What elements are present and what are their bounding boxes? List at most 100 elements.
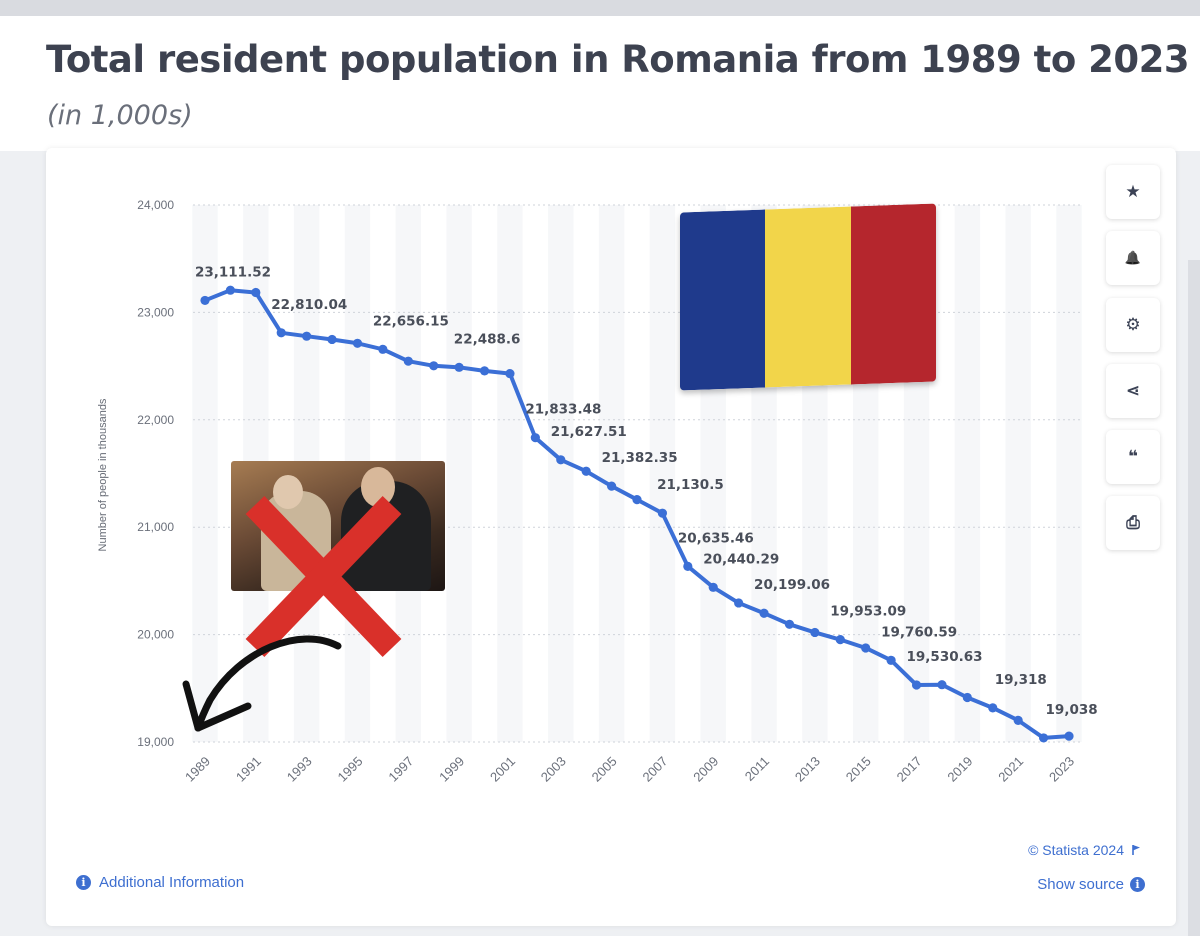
additional-information-label: Additional Information <box>99 874 245 891</box>
chart-band <box>192 205 218 742</box>
data-point <box>988 703 998 713</box>
data-point <box>606 481 617 491</box>
data-point <box>479 366 490 376</box>
data-label: 20,635.46 <box>678 530 754 546</box>
data-point <box>1038 733 1049 743</box>
copyright-label: © Statista 2024 <box>1028 842 1124 858</box>
data-point <box>556 455 566 465</box>
settings-button[interactable]: ⚙ <box>1106 298 1160 352</box>
photo-head-right <box>361 467 395 507</box>
data-point <box>200 295 210 306</box>
data-point <box>378 344 388 354</box>
quote-icon: ❝ <box>1128 447 1138 466</box>
data-point <box>403 356 413 366</box>
page-title: Total resident population in Romania fro… <box>46 38 1190 81</box>
show-source-link[interactable]: Show source i <box>1037 876 1145 893</box>
data-point <box>302 331 312 341</box>
arrow-head-right <box>194 702 252 732</box>
top-strip <box>0 0 1200 16</box>
data-label: 21,833.48 <box>525 402 601 418</box>
data-point <box>835 635 845 645</box>
y-tick-label: 23,000 <box>137 305 174 319</box>
y-tick-label: 19,000 <box>137 735 174 749</box>
data-label: 20,199.06 <box>754 577 830 593</box>
data-point <box>632 494 642 505</box>
data-point <box>657 508 668 518</box>
data-point <box>683 561 693 571</box>
data-point <box>1013 715 1023 725</box>
header: Total resident population in Romania fro… <box>0 16 1200 151</box>
info-icon: i <box>76 875 91 890</box>
data-label: 21,627.51 <box>551 424 627 440</box>
photo-head-left <box>273 475 303 509</box>
share-button[interactable]: ⋖ <box>1106 364 1160 418</box>
data-point <box>352 338 363 348</box>
data-point <box>784 619 795 629</box>
data-point <box>581 466 591 476</box>
data-point <box>759 608 769 618</box>
data-point <box>861 643 871 653</box>
data-point <box>911 680 922 690</box>
y-tick-label: 22,000 <box>137 413 174 427</box>
data-label: 22,656.15 <box>373 313 449 329</box>
info-icon: i <box>1130 877 1145 892</box>
data-label: 22,488.6 <box>454 331 521 347</box>
chart-band <box>548 205 574 742</box>
y-tick-label: 20,000 <box>137 628 174 642</box>
favorite-button[interactable]: ★ <box>1106 165 1160 219</box>
data-label: 21,130.5 <box>657 477 724 493</box>
data-point <box>734 598 744 608</box>
data-label: 19,953.09 <box>830 604 906 620</box>
data-label: 23,111.52 <box>195 264 271 280</box>
chart-band <box>1005 205 1031 742</box>
chart-band <box>1056 205 1082 742</box>
cite-button[interactable]: ❝ <box>1106 430 1160 484</box>
data-point <box>1064 731 1074 741</box>
show-source-label: Show source <box>1037 876 1124 893</box>
arrow-head-left <box>182 680 202 732</box>
chart-band <box>497 205 523 742</box>
data-label: 22,810.04 <box>271 297 347 313</box>
data-point <box>251 287 261 298</box>
data-point <box>429 361 439 371</box>
y-tick-label: 24,000 <box>137 198 174 212</box>
bell-icon: 🔔 <box>1124 250 1142 265</box>
flag-icon <box>1132 845 1140 855</box>
chart-band <box>598 205 625 742</box>
data-point <box>276 328 286 338</box>
print-button[interactable]: ⎙ <box>1106 496 1160 550</box>
data-point <box>225 285 236 295</box>
chart-band <box>954 205 981 742</box>
data-point <box>327 334 337 345</box>
notification-button[interactable]: 🔔 <box>1106 231 1160 285</box>
statista-copyright[interactable]: © Statista 2024 <box>1028 842 1142 858</box>
page-edge <box>1188 260 1200 936</box>
data-label: 19,760.59 <box>881 624 957 640</box>
data-point <box>505 368 515 379</box>
chart-band <box>649 205 676 742</box>
data-point <box>708 582 718 592</box>
printer-icon: ⎙ <box>1126 513 1140 532</box>
data-point <box>454 362 464 372</box>
data-label: 20,440.29 <box>703 551 779 567</box>
star-icon: ★ <box>1125 182 1141 201</box>
additional-information-link[interactable]: i Additional Information <box>76 874 244 891</box>
data-point <box>937 680 947 690</box>
data-label: 19,530.63 <box>907 649 983 665</box>
data-label: 19,038 <box>1046 702 1098 718</box>
gear-icon: ⚙ <box>1125 315 1141 334</box>
chart-band <box>446 205 472 742</box>
data-label: 19,318 <box>995 672 1047 688</box>
data-point <box>886 655 896 665</box>
data-label: 21,382.35 <box>602 450 678 466</box>
page-subtitle: (in 1,000s) <box>47 100 193 131</box>
data-point <box>962 692 972 703</box>
data-point <box>810 627 820 638</box>
arrow-shaft <box>194 635 342 732</box>
data-point <box>530 433 540 443</box>
share-icon: ⋖ <box>1125 381 1141 400</box>
y-tick-label: 21,000 <box>137 520 174 534</box>
cross-stroke-2 <box>245 496 402 657</box>
